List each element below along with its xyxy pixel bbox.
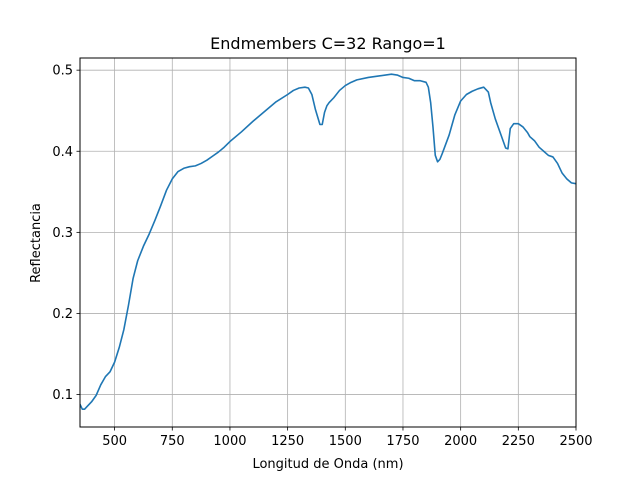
x-tick-label: 1750: [386, 434, 419, 449]
x-tick-label: 1000: [213, 434, 246, 449]
x-axis-label: Longitud de Onda (nm): [252, 457, 403, 472]
x-tick-label: 1250: [271, 434, 304, 449]
x-tick-label: 1500: [329, 434, 362, 449]
chart-title: Endmembers C=32 Rango=1: [210, 34, 446, 53]
plot-line-group: [80, 73, 576, 410]
y-tick-label: 0.4: [52, 145, 73, 160]
x-axis: 500 750 1000 1250 1500 1750 2000 2250 2500: [102, 427, 593, 449]
plot-frame: [79, 57, 577, 428]
series-line-0: [80, 73, 576, 410]
y-tick-label: 0.5: [52, 64, 73, 79]
y-tick-label: 0.3: [52, 226, 73, 241]
x-tick-label: 2500: [559, 434, 592, 449]
grid: [80, 58, 577, 427]
x-tick-label: 500: [102, 434, 127, 449]
x-tick-label: 2250: [502, 434, 535, 449]
y-tick-label: 0.1: [52, 388, 73, 403]
y-axis-label: Reflectancia: [29, 203, 44, 283]
x-tick-label: 750: [160, 434, 185, 449]
y-axis: 0.1 0.2 0.3 0.4 0.5: [52, 64, 80, 403]
x-tick-label: 2000: [444, 434, 477, 449]
y-tick-label: 0.2: [52, 307, 73, 322]
